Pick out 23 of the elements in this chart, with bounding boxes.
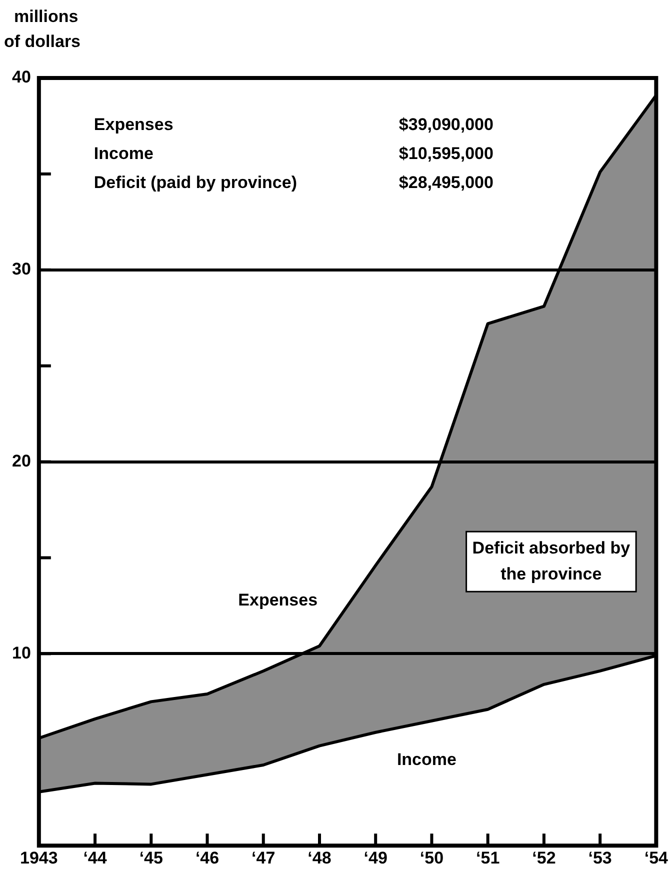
y-tick-label: 40 (12, 68, 31, 87)
x-tick-label: ‘52 (532, 848, 556, 868)
x-tick-label: ‘45 (139, 848, 163, 868)
x-tick-label: ‘47 (252, 848, 276, 868)
text: Expenses $39,090,000 (94, 115, 494, 134)
x-tick-label: ‘44 (83, 848, 108, 868)
y-tick-label: 20 (12, 451, 31, 470)
y-tick-label: 10 (12, 643, 31, 662)
y-axis-title: millions of dollars (4, 7, 81, 51)
x-tick-label: ‘50 (420, 848, 444, 868)
y-tick-label: 30 (12, 260, 31, 279)
x-tick-label: ‘51 (476, 848, 500, 868)
x-tick-label: ‘54 (644, 848, 669, 868)
x-tick-label: ‘49 (364, 848, 388, 868)
text: Income $10,595,000 (94, 144, 494, 163)
series-label: Expenses (238, 590, 318, 610)
annotation: Deficit absorbed by the province (472, 538, 631, 584)
x-tick-label: ‘53 (588, 848, 612, 868)
x-tick-label: ‘48 (308, 848, 332, 868)
x-tick-label: 1943 (20, 848, 58, 868)
x-tick-label: ‘46 (195, 848, 220, 868)
text: Deficit (paid by province) $28,495,000 (94, 173, 494, 192)
series-label: Income (396, 750, 456, 769)
